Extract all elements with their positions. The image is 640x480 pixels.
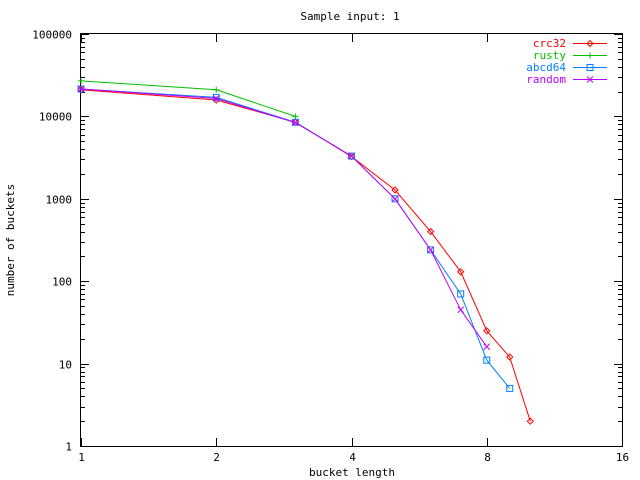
data-point bbox=[586, 39, 594, 48]
data-point bbox=[427, 246, 434, 254]
legend-entry: random bbox=[526, 73, 607, 86]
legend-label: rusty bbox=[533, 49, 566, 62]
data-point bbox=[78, 77, 84, 84]
data-point bbox=[292, 113, 299, 120]
data-point bbox=[213, 86, 220, 93]
data-point bbox=[391, 186, 399, 194]
data-point bbox=[457, 290, 465, 298]
legend-entry: abcd64 bbox=[526, 61, 607, 74]
x-tick-label: 8 bbox=[484, 451, 491, 464]
series-line bbox=[80, 88, 488, 348]
data-point bbox=[483, 327, 491, 335]
data-point bbox=[391, 195, 399, 203]
data-point bbox=[347, 152, 356, 161]
legend-label: abcd64 bbox=[526, 61, 566, 74]
data-point bbox=[506, 384, 514, 392]
series-random bbox=[77, 85, 491, 351]
data-point bbox=[348, 152, 355, 160]
series-rusty bbox=[78, 77, 299, 120]
y-tick-label: 100 bbox=[52, 276, 72, 289]
data-point bbox=[212, 93, 220, 101]
chart-title: Sample input: 1 bbox=[300, 10, 399, 23]
series-line bbox=[80, 80, 296, 117]
legend-label: random bbox=[526, 73, 566, 86]
y-axis-label: number of buckets bbox=[4, 184, 17, 297]
y-tick-label: 100000 bbox=[32, 29, 72, 42]
series-abcd64 bbox=[77, 85, 514, 392]
data-point bbox=[292, 119, 299, 126]
data-point bbox=[586, 64, 594, 71]
series-line bbox=[80, 89, 531, 422]
legend-label: crc32 bbox=[533, 37, 566, 50]
plot-frame bbox=[80, 33, 623, 447]
y-tick-label: 10000 bbox=[39, 111, 72, 124]
y-tick-label: 1 bbox=[65, 441, 72, 454]
series-line bbox=[80, 88, 511, 389]
data-point bbox=[587, 52, 593, 59]
y-tick-label: 1000 bbox=[46, 194, 73, 207]
y-axis: 1 10 100 1000 10000 100000 bbox=[32, 29, 622, 454]
data-point bbox=[212, 95, 220, 102]
x-tick-label: 16 bbox=[616, 451, 629, 464]
data-point bbox=[483, 343, 491, 351]
data-point bbox=[77, 85, 85, 93]
x-tick-label: 4 bbox=[349, 451, 356, 464]
x-tick-label: 1 bbox=[78, 451, 85, 464]
data-point bbox=[456, 268, 465, 276]
data-point bbox=[348, 152, 355, 160]
series-crc32 bbox=[77, 86, 534, 425]
data-point bbox=[526, 417, 534, 425]
legend-entry: rusty bbox=[533, 49, 607, 62]
data-point bbox=[506, 353, 514, 361]
data-point bbox=[427, 246, 435, 254]
data-point bbox=[483, 356, 491, 364]
data-point bbox=[426, 227, 435, 236]
x-tick-label: 2 bbox=[213, 451, 220, 464]
x-axis-label: bucket length bbox=[309, 466, 395, 479]
data-point bbox=[291, 118, 299, 126]
data-point bbox=[586, 76, 594, 83]
series-layer bbox=[77, 77, 534, 425]
y-tick-label: 10 bbox=[59, 359, 72, 372]
data-point bbox=[457, 306, 465, 314]
data-point bbox=[391, 195, 399, 203]
x-axis: 1 2 4 8 16 bbox=[78, 34, 629, 464]
legend-entry: crc32 bbox=[533, 37, 607, 50]
